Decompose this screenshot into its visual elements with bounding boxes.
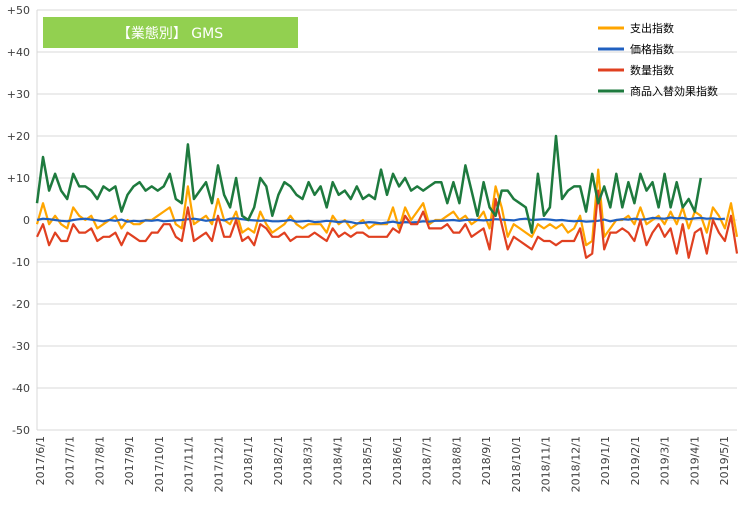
x-tick-label: 2017/7/1 [64,436,77,485]
x-tick-label: 2017/10/1 [153,436,166,492]
legend-item: 価格指数 [598,42,674,56]
legend-item: 支出指数 [598,21,674,35]
x-tick-label: 2018/2/1 [272,436,285,485]
y-tick-label: -40 [12,382,30,395]
x-tick-label: 2017/6/1 [34,436,47,485]
x-tick-label: 2018/7/1 [421,436,434,485]
y-tick-label: +20 [7,130,30,143]
series-line-1 [36,216,725,225]
x-tick-label: 2018/8/1 [450,436,463,485]
legend-label: 価格指数 [630,42,674,56]
x-tick-label: 2018/12/1 [569,436,582,492]
x-tick-label: 2019/5/1 [718,436,731,485]
y-tick-label: +40 [7,46,30,59]
x-tick-label: 2017/12/1 [212,436,225,492]
y-tick-label: -10 [12,256,30,269]
x-tick-label: 2019/1/1 [599,436,612,485]
y-tick-label: 0 [23,214,30,227]
y-tick-label: -20 [12,298,30,311]
chart-title: 【業態別】 GMS [117,26,223,42]
y-tick-label: +30 [7,88,30,101]
x-tick-label: 2018/6/1 [391,436,404,485]
x-tick-label: 2017/9/1 [123,436,136,485]
x-tick-label: 2017/8/1 [93,436,106,485]
legend-item: 商品入替効果指数 [598,84,718,98]
x-tick-label: 2018/3/1 [302,436,315,485]
y-axis: +50 +40 +30 +20 +10 0 -10 -20 -30 -40 -50 [7,4,38,437]
y-tick-label: -50 [12,424,30,437]
x-tick-label: 2018/10/1 [510,436,523,492]
chart-title-box: 【業態別】 GMS [43,17,298,48]
x-tick-label: 2018/1/1 [242,436,255,485]
legend-label: 商品入替効果指数 [630,84,718,98]
x-tick-label: 2019/2/1 [629,436,642,485]
x-tick-label: 2018/5/1 [361,436,374,485]
legend-label: 支出指数 [630,21,674,35]
y-tick-label: +50 [7,4,30,17]
x-tick-label: 2018/9/1 [480,436,493,485]
x-tick-label: 2019/3/1 [659,436,672,485]
series-line-0 [35,168,739,247]
title-background [43,17,298,48]
legend-label: 数量指数 [630,63,674,77]
x-axis: 2017/6/1 2017/7/1 2017/8/1 2017/9/1 2017/10/… [34,436,731,492]
y-tick-label: +10 [7,172,30,185]
x-tick-label: 2019/4/1 [688,436,701,485]
x-tick-label: 2018/4/1 [331,436,344,485]
x-tick-label: 2017/11/1 [183,436,196,492]
x-tick-label: 2018/11/1 [540,436,553,492]
legend-item: 数量指数 [598,63,674,77]
y-tick-label: -30 [12,340,30,353]
series-line-3 [35,134,703,234]
series-line-2 [36,189,739,259]
series-lines [35,134,739,259]
